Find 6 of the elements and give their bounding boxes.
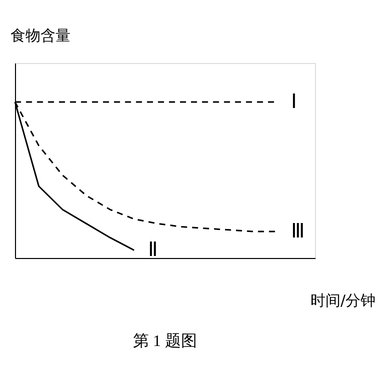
- x-axis-title: 时间/分钟: [310, 292, 376, 310]
- text: 第 1 题图: [133, 333, 197, 350]
- series-label: Ⅲ: [290, 220, 305, 242]
- y-axis-title: 食物含量: [10, 26, 70, 44]
- series-label: Ⅱ: [148, 239, 158, 262]
- series-label: Ⅰ: [290, 91, 297, 113]
